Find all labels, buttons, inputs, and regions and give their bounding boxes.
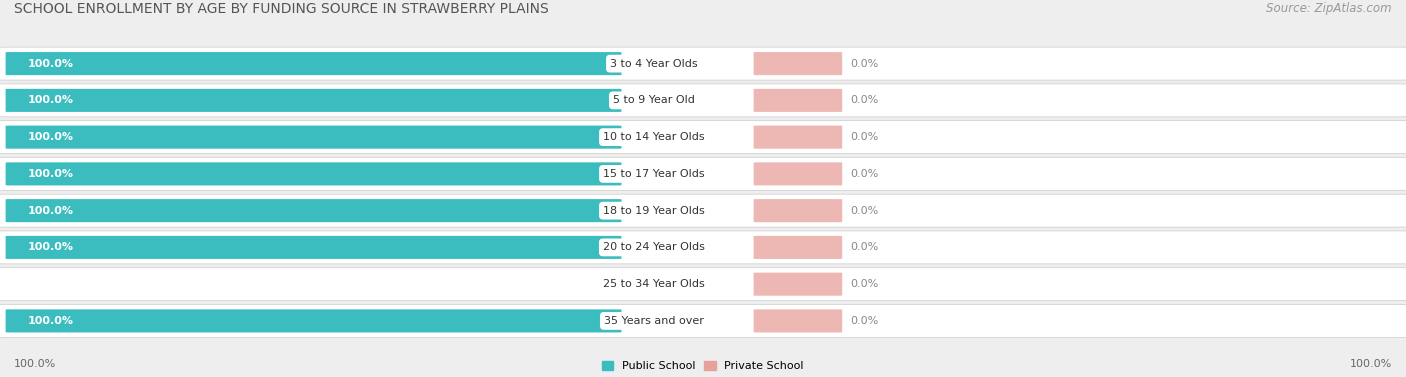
Text: 0.0%: 0.0%: [851, 242, 879, 253]
FancyBboxPatch shape: [6, 236, 621, 259]
Text: 100.0%: 100.0%: [14, 359, 56, 369]
FancyBboxPatch shape: [754, 310, 842, 333]
Text: 0.0%: 0.0%: [612, 279, 640, 289]
Text: 100.0%: 100.0%: [28, 169, 75, 179]
Legend: Public School, Private School: Public School, Private School: [602, 361, 804, 371]
FancyBboxPatch shape: [6, 89, 621, 112]
Text: 35 Years and over: 35 Years and over: [603, 316, 704, 326]
FancyBboxPatch shape: [0, 194, 1406, 227]
Text: 100.0%: 100.0%: [28, 95, 75, 106]
Text: SCHOOL ENROLLMENT BY AGE BY FUNDING SOURCE IN STRAWBERRY PLAINS: SCHOOL ENROLLMENT BY AGE BY FUNDING SOUR…: [14, 2, 548, 16]
Text: 100.0%: 100.0%: [1350, 359, 1392, 369]
Text: 15 to 17 Year Olds: 15 to 17 Year Olds: [603, 169, 704, 179]
FancyBboxPatch shape: [754, 52, 842, 75]
FancyBboxPatch shape: [754, 162, 842, 185]
Text: 3 to 4 Year Olds: 3 to 4 Year Olds: [610, 58, 697, 69]
Text: Source: ZipAtlas.com: Source: ZipAtlas.com: [1267, 2, 1392, 15]
FancyBboxPatch shape: [754, 89, 842, 112]
Text: 100.0%: 100.0%: [28, 316, 75, 326]
FancyBboxPatch shape: [6, 52, 621, 75]
FancyBboxPatch shape: [754, 273, 842, 296]
Text: 100.0%: 100.0%: [28, 58, 75, 69]
FancyBboxPatch shape: [754, 126, 842, 149]
FancyBboxPatch shape: [0, 158, 1406, 190]
FancyBboxPatch shape: [6, 310, 621, 333]
FancyBboxPatch shape: [0, 231, 1406, 264]
Text: 0.0%: 0.0%: [851, 205, 879, 216]
Text: 100.0%: 100.0%: [28, 132, 75, 142]
Text: 10 to 14 Year Olds: 10 to 14 Year Olds: [603, 132, 704, 142]
Text: 100.0%: 100.0%: [28, 205, 75, 216]
Text: 0.0%: 0.0%: [851, 279, 879, 289]
FancyBboxPatch shape: [6, 126, 621, 149]
Text: 100.0%: 100.0%: [28, 242, 75, 253]
Text: 0.0%: 0.0%: [851, 58, 879, 69]
Text: 0.0%: 0.0%: [851, 132, 879, 142]
Text: 0.0%: 0.0%: [851, 95, 879, 106]
FancyBboxPatch shape: [754, 236, 842, 259]
Text: 5 to 9 Year Old: 5 to 9 Year Old: [613, 95, 695, 106]
FancyBboxPatch shape: [0, 305, 1406, 337]
FancyBboxPatch shape: [0, 84, 1406, 117]
FancyBboxPatch shape: [0, 268, 1406, 300]
FancyBboxPatch shape: [6, 162, 621, 185]
Text: 18 to 19 Year Olds: 18 to 19 Year Olds: [603, 205, 704, 216]
Text: 25 to 34 Year Olds: 25 to 34 Year Olds: [603, 279, 704, 289]
Text: 20 to 24 Year Olds: 20 to 24 Year Olds: [603, 242, 704, 253]
FancyBboxPatch shape: [0, 121, 1406, 153]
FancyBboxPatch shape: [6, 199, 621, 222]
Text: 0.0%: 0.0%: [851, 169, 879, 179]
FancyBboxPatch shape: [754, 199, 842, 222]
FancyBboxPatch shape: [0, 47, 1406, 80]
Text: 0.0%: 0.0%: [851, 316, 879, 326]
